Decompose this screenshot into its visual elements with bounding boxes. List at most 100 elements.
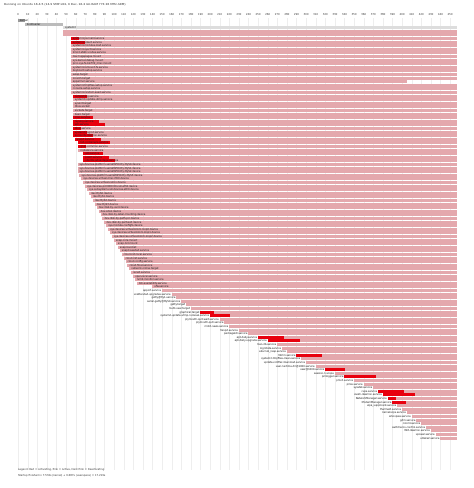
unit-label: dbus.socket [74,105,90,109]
activating-bar [392,400,407,404]
unit-bar [83,159,457,163]
unit-label: systemd-udevd.service [72,40,102,44]
tick-label: 40 [54,13,59,16]
unit-label: kernel [20,19,28,22]
unit-bar [277,343,457,346]
unit-label: cloud-init.service [125,256,147,260]
unit-bar [70,44,457,48]
tick-label: 210 [217,13,223,16]
unit-bar [83,155,457,159]
unit-bar [119,249,457,253]
activating-bar [83,155,110,159]
unit-label: systemd-sysctl.service [72,47,102,51]
unit-label: kerneloops.service [382,411,406,415]
unit-bar [89,191,457,195]
unit-bar [72,127,457,130]
activating-bar [78,141,111,145]
unit-bar [72,123,457,127]
activating-bar [325,368,346,372]
unit-bar [406,411,457,415]
grid-line [85,18,87,470]
activating-bar [70,40,85,44]
unit-label: fwupd.service [220,328,238,332]
unit-label: systemd-tmpfiles-clean.service [261,357,301,361]
unit-bar [152,285,457,289]
grid-line [18,18,19,470]
unit-bar [416,418,457,422]
unit-label: sysstat.service [353,386,373,390]
unit-label: lxd-containers.service [80,141,109,145]
unit-bar [77,163,457,166]
unit-label: cups.service [361,389,377,393]
unit-label: sys-devices-platform-serial8250-tty-ttyS… [81,173,143,177]
unit-label: pmcd.service [336,379,353,382]
unit-bar [301,357,457,361]
grid-line [104,18,106,470]
unit-label: sockets.target [74,109,93,112]
unit-label: networking.service [74,94,99,98]
unit-label: dev-disk-by-path-pci.device [104,217,140,220]
unit-label: update-notifier-download.service [263,361,305,364]
unit-bar [85,184,457,188]
tick-label: 290 [293,13,299,16]
unit-label: cloud-final.service [129,263,153,267]
unit-bar [110,231,457,235]
unit-label: gdm.service [400,418,416,422]
tick-label: 10 [25,13,30,16]
unit-label: systemd-modules-load.service [72,44,111,48]
unit-bar [78,145,457,148]
unit-bar [78,148,457,152]
unit-bar [282,346,457,350]
unit-label: dev-sda1.device [100,209,122,213]
grid-line [75,18,77,470]
activating-bar [72,130,87,134]
unit-bar [129,267,457,271]
grid-line [94,18,96,470]
tick-label: 180 [188,13,194,16]
unit-bar [70,91,457,94]
tick-label: 330 [332,13,338,16]
unit-label: systemd [65,26,76,30]
unit-bar [123,256,457,260]
unit-label: snapd.socket [119,245,137,249]
unit-bar [229,325,457,328]
unit-bar [426,425,457,429]
unit-bar [397,404,457,408]
unit-bar [96,206,457,210]
unit-bar [78,141,457,145]
tick-label: 310 [313,13,319,16]
tick-label: 380 [380,13,386,16]
unit-label: atd.service [85,152,100,156]
unit-label: lvm2-monitor.service [137,278,164,282]
unit-bar [125,260,457,264]
unit-label: avahi-daemon.service [354,393,382,397]
unit-label: unattended-upgrades.service [133,292,171,296]
unit-label: console-setup.service [72,87,100,91]
unit-label: pmlogger.service [321,375,344,379]
unit-label: sys-module-configfs.device [108,224,143,228]
tick-label: 340 [341,13,347,16]
unit-bar [70,37,457,40]
unit-label: sys-devices-pci0000:00-net-eth0.device [87,184,138,188]
activating-bar [387,397,396,400]
unit-label: sys-devices-platform-serial8250-tty-ttyS… [79,170,141,174]
unit-label: getty.target [170,303,185,307]
unit-label: whoopsie.service [389,415,411,418]
unit-bar [200,310,457,314]
unit-label: open-iscsi.service [135,274,158,278]
unit-label: pmie.service [346,382,363,386]
unit-label: sys-devices-virtual-misc-rfkill.device [83,177,129,181]
unit-bar [373,386,457,390]
unit-bar [306,361,457,364]
unit-label: colord.service [402,422,421,426]
tick-label: 430 [428,13,434,16]
unit-bar [238,328,457,332]
activating-bar [72,134,93,138]
legend-line-2: Startup finished in 7.532s (kernel) + 9.… [18,474,106,477]
activating-bar [72,94,87,98]
tick-label: 260 [265,13,271,16]
unit-bar [72,109,457,112]
unit-label: motd-news.service [204,325,229,328]
tick-label: 390 [389,13,395,16]
unit-label: sysinit.target [74,101,92,105]
